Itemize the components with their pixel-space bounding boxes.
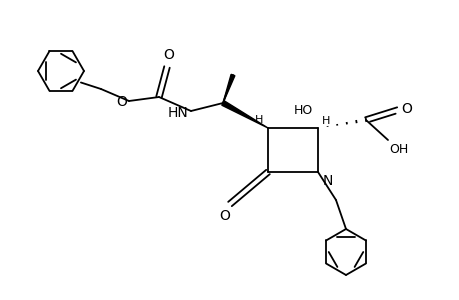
- Text: HO: HO: [293, 103, 312, 116]
- Text: OH: OH: [388, 143, 408, 156]
- Text: H: H: [321, 116, 330, 126]
- Text: O: O: [219, 209, 230, 223]
- Text: O: O: [400, 102, 411, 116]
- Text: O: O: [116, 95, 127, 109]
- Text: HN: HN: [167, 106, 188, 120]
- Polygon shape: [221, 101, 268, 128]
- Polygon shape: [223, 74, 235, 103]
- Text: N: N: [322, 174, 333, 188]
- Text: H: H: [254, 115, 263, 125]
- Text: O: O: [163, 48, 174, 62]
